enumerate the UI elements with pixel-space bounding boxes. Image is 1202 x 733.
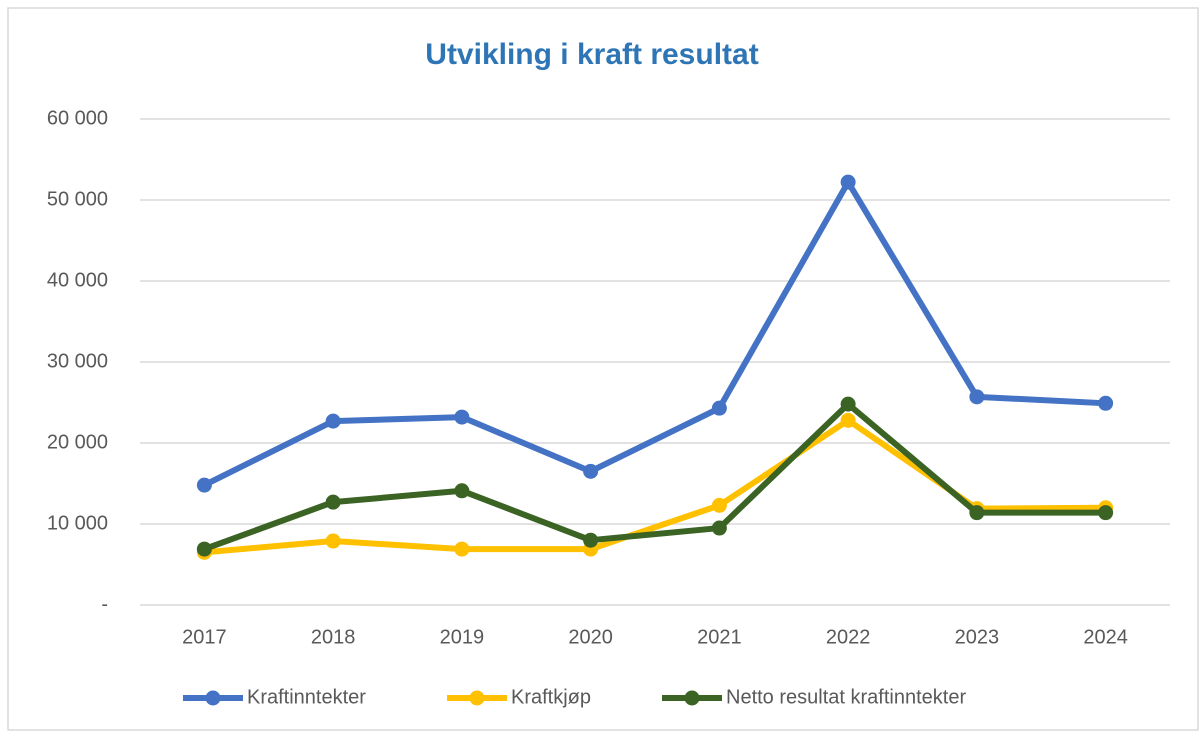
y-tick-label: 30 000 <box>47 350 108 372</box>
data-point <box>840 412 856 428</box>
legend-marker <box>205 690 221 706</box>
data-point <box>454 483 470 499</box>
series-line <box>203 179 1106 488</box>
x-tick-label: 2020 <box>568 626 613 648</box>
data-point <box>196 541 212 557</box>
data-point <box>325 533 341 549</box>
data-point <box>840 174 856 190</box>
y-tick-label: 40 000 <box>47 269 108 291</box>
data-point <box>711 400 727 416</box>
legend-marker <box>684 690 700 706</box>
legend-label: Netto resultat kraftinntekter <box>726 686 966 708</box>
y-tick-label: 10 000 <box>47 512 108 534</box>
x-tick-label: 2017 <box>182 626 227 648</box>
y-tick-label: 60 000 <box>47 107 108 129</box>
data-point <box>969 505 985 521</box>
legend-marker <box>469 690 485 706</box>
x-tick-label: 2023 <box>955 626 1000 648</box>
data-point <box>1098 395 1114 411</box>
data-point <box>583 463 599 479</box>
x-tick-label: 2021 <box>697 626 742 648</box>
data-point <box>969 389 985 405</box>
data-point <box>1098 505 1114 521</box>
data-point <box>196 477 212 493</box>
x-tick-label: 2019 <box>440 626 485 648</box>
y-tick-label: - <box>101 593 108 615</box>
chart-border <box>7 7 1199 731</box>
data-point <box>325 413 341 429</box>
y-tick-label: 20 000 <box>47 431 108 453</box>
y-tick-label: 50 000 <box>47 188 108 210</box>
legend-label: Kraftinntekter <box>247 686 366 708</box>
data-point <box>711 520 727 536</box>
legend-label: Kraftkjøp <box>511 686 591 708</box>
x-tick-label: 2024 <box>1083 626 1128 648</box>
data-point <box>325 494 341 510</box>
chart-title: Utvikling i kraft resultat <box>425 38 758 71</box>
data-point <box>840 396 856 412</box>
data-point <box>454 541 470 557</box>
data-point <box>583 532 599 548</box>
x-tick-label: 2018 <box>311 626 356 648</box>
data-point <box>454 409 470 425</box>
data-point <box>711 497 727 513</box>
series-line <box>203 401 1106 552</box>
x-tick-label: 2022 <box>826 626 871 648</box>
